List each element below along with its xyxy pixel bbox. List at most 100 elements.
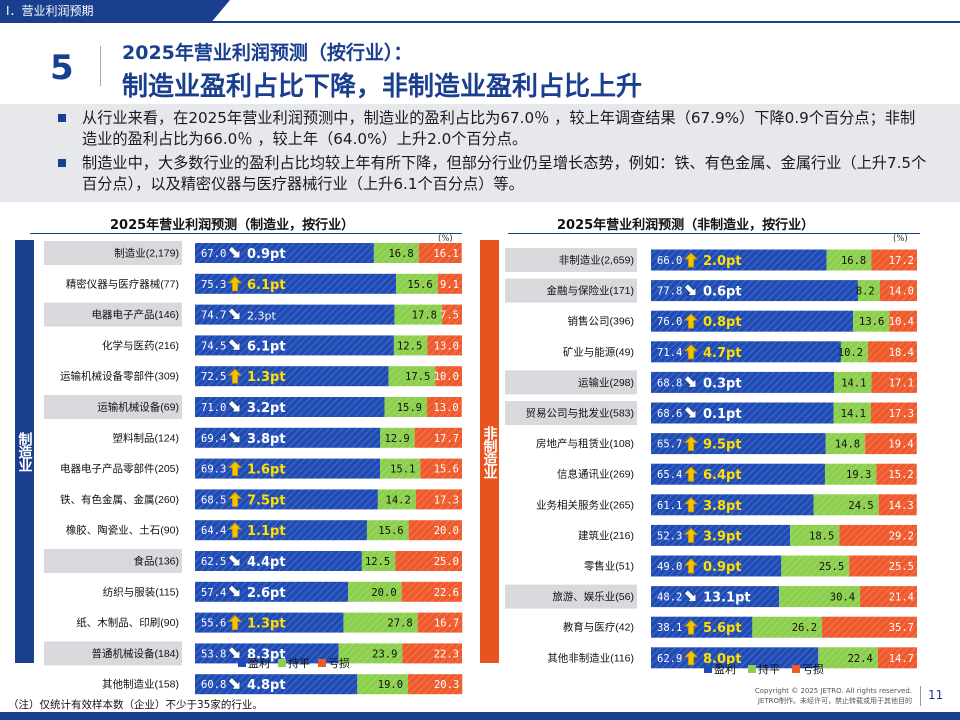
category-label: 铁、有色金属、金属(260)	[60, 493, 179, 506]
bar-hatch	[868, 341, 917, 363]
page-number: 11	[928, 688, 944, 702]
change-label: 13.1pt	[703, 591, 751, 606]
bar-value-label: 22.4	[848, 653, 873, 665]
change-label: 3.8pt	[247, 432, 286, 447]
bar-value-label: 10.4	[889, 316, 914, 328]
trend-arrow-up-icon	[683, 558, 699, 574]
bar-hatch	[651, 249, 827, 271]
bar-hatch	[415, 489, 462, 510]
bar-hatch	[651, 341, 841, 363]
row-label-shade	[44, 241, 182, 265]
bar-value-label: 17.8	[412, 310, 437, 322]
change-label: 0.9pt	[703, 560, 742, 575]
bar-hatch	[361, 551, 396, 571]
bar-value-label: 12.5	[365, 556, 390, 568]
change-label: 6.1pt	[247, 278, 286, 293]
category-label: 贸易公司与批发业(583)	[525, 407, 634, 420]
bar-hatch	[824, 463, 877, 485]
bar-value-label: 12.9	[384, 433, 409, 445]
trend-arrow-up-icon	[683, 650, 699, 666]
trend-arrow-down-icon	[227, 399, 241, 413]
trend-arrow-up-icon	[683, 619, 699, 635]
change-label: 6.1pt	[247, 339, 286, 354]
bar-value-label: 9.1	[440, 279, 459, 291]
bar-value-label: 14.3	[888, 500, 913, 512]
trend-arrow-up-icon	[683, 435, 699, 452]
bar-hatch	[849, 555, 917, 577]
trend-arrow-up-icon	[683, 497, 699, 513]
change-label: 0.3pt	[703, 376, 742, 391]
bar-hatch	[408, 674, 463, 695]
trend-arrow-up-icon	[683, 252, 699, 268]
bar-hatch	[357, 674, 409, 695]
category-label: 销售公司(396)	[567, 315, 634, 328]
bar-hatch	[396, 273, 438, 294]
chart-title-underline	[508, 233, 920, 234]
footer-bar	[0, 712, 960, 720]
bar-hatch	[781, 555, 850, 577]
title-divider	[100, 46, 101, 86]
bar-value-label: 62.9	[657, 653, 682, 665]
bar-hatch	[338, 643, 403, 664]
bar-value-label: 22.6	[434, 587, 459, 599]
bar-hatch	[420, 458, 462, 479]
bar-value-label: 22.3	[434, 648, 459, 660]
bar-hatch	[195, 273, 397, 294]
bar-value-label: 10.0	[434, 371, 459, 383]
nonmanufacturing-side-band: 非制造业	[480, 240, 499, 663]
chart-unit-nonmanufacturing: (%)	[893, 234, 908, 244]
bar-hatch	[878, 494, 917, 516]
change-label: 4.8pt	[247, 678, 286, 693]
bar-hatch	[414, 427, 462, 448]
bar-value-label: 23.9	[372, 648, 397, 660]
row-label-shade	[44, 641, 182, 666]
bar-value-label: 75.3	[201, 279, 226, 291]
bar-value-label: 55.6	[201, 618, 226, 630]
trend-arrow-up-icon	[227, 276, 243, 292]
row-label-shade	[505, 248, 637, 272]
bar-value-label: 18.5	[809, 530, 834, 542]
bar-value-label: 61.1	[657, 500, 682, 512]
bar-value-label: 17.7	[434, 433, 459, 445]
row-label-shade	[44, 549, 182, 573]
bar-hatch	[871, 371, 917, 393]
trend-arrow-down-icon	[227, 307, 241, 320]
bar-value-label: 7.5	[440, 310, 459, 322]
category-label: 制造业(2,179)	[114, 247, 179, 260]
chart-title-underline	[30, 233, 462, 234]
bar-hatch	[417, 612, 463, 633]
bar-hatch	[889, 310, 917, 332]
bar-hatch	[401, 581, 462, 602]
bar-value-label: 15.6	[407, 279, 432, 291]
row-label-shade	[505, 401, 637, 425]
bar-hatch	[651, 586, 780, 608]
bar-value-label: 57.4	[201, 587, 226, 599]
bullet-square-icon	[58, 159, 66, 167]
bullet-square-icon	[58, 114, 66, 122]
bar-value-label: 15.1	[390, 464, 415, 476]
row-label-shade	[44, 395, 182, 419]
change-label: 9.5pt	[703, 438, 742, 453]
bar-hatch	[857, 280, 880, 302]
category-label: 旅游、娱乐业(56)	[552, 590, 634, 603]
bar-hatch	[437, 273, 462, 294]
bar-hatch	[402, 643, 462, 664]
legend-label: 盈利	[248, 657, 270, 670]
bar-hatch	[393, 335, 428, 356]
bar-value-label: 8.2	[856, 286, 875, 298]
change-label: 3.9pt	[703, 529, 742, 544]
change-label: 7.5pt	[247, 493, 286, 508]
bar-hatch	[195, 304, 395, 325]
bar-hatch	[871, 249, 917, 271]
bar-hatch	[366, 520, 409, 541]
bar-hatch	[839, 524, 917, 546]
bar-hatch	[388, 366, 436, 387]
category-label: 电器电子产品(146)	[91, 308, 179, 321]
change-label: 8.3pt	[247, 647, 286, 662]
trend-arrow-up-icon	[227, 491, 243, 507]
footnote: （注）仅统计有效样本数（企业）不少于35家的行业。	[8, 699, 263, 711]
bar-value-label: 20.3	[434, 679, 459, 691]
change-label: 0.1pt	[703, 407, 742, 422]
bar-hatch	[380, 427, 415, 448]
legend-swatch	[748, 665, 756, 673]
